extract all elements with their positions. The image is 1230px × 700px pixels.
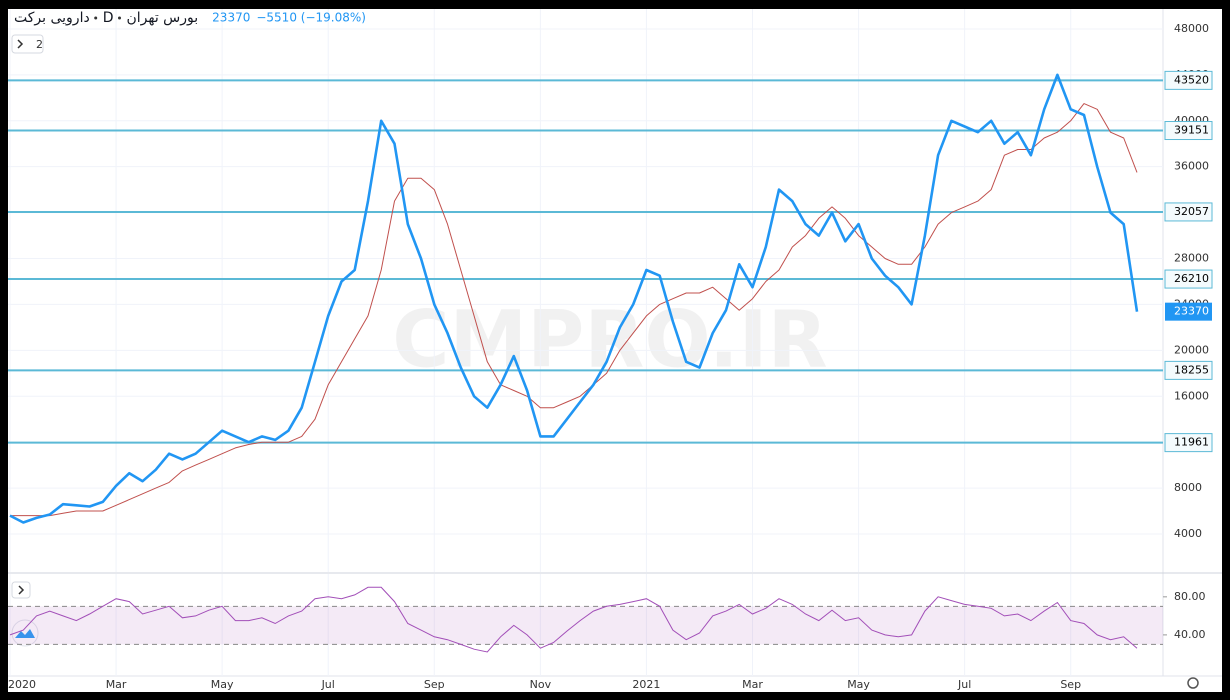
x-tick-label: Mar (106, 678, 127, 691)
x-tick-label: 2021 (632, 678, 660, 691)
watermark: CMPRO.IR (392, 295, 827, 385)
last-price-label: 23370 (1174, 305, 1209, 318)
level-label-box (1164, 360, 1213, 380)
y-tick-label: 4000 (1174, 527, 1202, 540)
level-label-box (1164, 269, 1213, 289)
x-tick-label: Nov (530, 678, 552, 691)
level-label-box (1164, 202, 1213, 222)
rsi-tick-label: 40.00 (1174, 628, 1206, 641)
indicator-count: 2 (36, 38, 43, 51)
y-tick-label: 36000 (1174, 160, 1209, 173)
interval: D (103, 10, 114, 26)
y-tick-label: 8000 (1174, 481, 1202, 494)
level-label: 18255 (1174, 363, 1209, 376)
header-change: −5510 (−19.08%) (256, 11, 366, 25)
x-tick-label: Sep (424, 678, 445, 691)
x-tick-label: 2020 (8, 678, 36, 691)
y-tick-label: 20000 (1174, 343, 1209, 356)
x-tick-label: Mar (742, 678, 763, 691)
separator-dot (117, 16, 121, 20)
level-label-box (1164, 433, 1213, 453)
y-tick-label: 48000 (1174, 22, 1209, 35)
level-label: 43520 (1174, 73, 1209, 86)
y-tick-label: 28000 (1174, 252, 1209, 265)
price-line (9, 73, 1139, 524)
level-label: 26210 (1174, 272, 1209, 285)
y-tick-label: 16000 (1174, 389, 1209, 402)
x-tick-label: Sep (1060, 678, 1081, 691)
logo[interactable] (11, 619, 39, 647)
settings-icon[interactable] (1187, 677, 1199, 689)
chevron-icon (18, 585, 25, 595)
x-tick-label: Jul (957, 678, 971, 691)
last-price-box (1165, 302, 1212, 321)
rsi-line (9, 586, 1138, 653)
symbol-name: دارویی برکت (14, 10, 90, 26)
rsi-toggle[interactable] (11, 581, 31, 599)
level-label: 11961 (1174, 436, 1209, 449)
header-last: 23370 (212, 11, 250, 25)
level-label-box (1164, 121, 1213, 141)
level-label-box (1164, 70, 1213, 90)
level-label: 32057 (1174, 205, 1209, 218)
level-label: 39151 (1174, 124, 1209, 137)
logo-icon (15, 629, 35, 638)
rsi-tick-label: 80.00 (1174, 590, 1206, 603)
x-tick-label: Jul (321, 678, 335, 691)
x-tick-label: May (211, 678, 234, 691)
rsi-band (8, 606, 1163, 645)
exchange: بورس تهران (126, 10, 198, 26)
indicator-toggle[interactable] (11, 34, 44, 54)
x-tick-label: May (847, 678, 870, 691)
separator-dot (94, 16, 98, 20)
kijun-line (10, 103, 1138, 517)
chevron-icon (17, 39, 24, 49)
